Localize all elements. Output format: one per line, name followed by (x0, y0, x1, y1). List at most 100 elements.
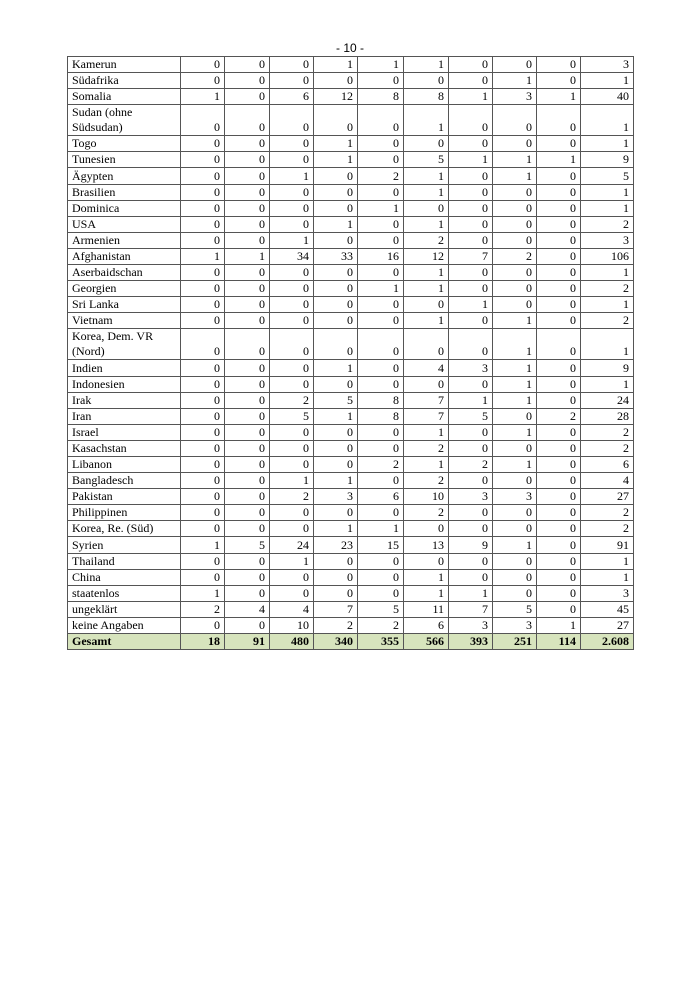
value-cell: 0 (269, 215, 314, 233)
value-cell: 0 (536, 552, 581, 570)
value-cell: 0 (224, 215, 270, 233)
value-cell: 0 (357, 312, 404, 330)
row-total-cell: 1 (580, 72, 634, 90)
value-cell: 4 (269, 600, 314, 618)
value-cell: 0 (180, 375, 225, 393)
table-row: Somalia 1 0 6 12 8 8 1 3 1 40 (67, 88, 634, 106)
country-cell: staatenlos (67, 584, 181, 602)
value-cell: 1 (536, 88, 581, 106)
value-cell: 0 (269, 328, 314, 361)
value-cell: 0 (357, 504, 404, 522)
value-cell: 1 (403, 568, 449, 586)
value-cell: 3 (448, 488, 493, 506)
table-row: Georgien 0 0 0 0 1 1 0 0 0 2 (67, 280, 634, 298)
table-row: staatenlos 1 0 0 0 0 1 1 0 0 3 (67, 584, 634, 602)
table-row: Armenien 0 0 1 0 0 2 0 0 0 3 (67, 231, 634, 249)
value-cell: 0 (448, 568, 493, 586)
value-cell: 0 (180, 472, 225, 490)
country-cell: Ägypten (67, 167, 181, 185)
value-cell: 0 (269, 584, 314, 602)
value-cell: 0 (448, 264, 493, 282)
country-cell: Indonesien (67, 375, 181, 393)
value-cell: 0 (492, 55, 537, 74)
value-cell: 0 (269, 55, 314, 74)
value-cell: 0 (224, 407, 270, 425)
value-cell: 1 (313, 407, 358, 425)
value-cell: 0 (269, 504, 314, 522)
value-cell: 5 (357, 600, 404, 618)
value-cell: 1 (269, 552, 314, 570)
row-total-cell: 1 (580, 264, 634, 282)
value-cell: 1 (224, 247, 270, 266)
value-cell: 0 (536, 488, 581, 506)
value-cell: 355 (357, 632, 404, 651)
row-total-cell: 1 (580, 183, 634, 201)
value-cell: 0 (403, 375, 449, 393)
value-cell: 1 (357, 520, 404, 538)
value-cell: 16 (357, 247, 404, 266)
value-cell: 0 (357, 104, 404, 137)
table-row: Togo 0 0 0 1 0 0 0 0 0 1 (67, 135, 634, 153)
value-cell: 0 (224, 520, 270, 538)
value-cell: 2 (313, 616, 358, 635)
value-cell: 0 (269, 568, 314, 586)
value-cell: 0 (536, 391, 581, 409)
value-cell: 0 (224, 391, 270, 409)
value-cell: 1 (448, 391, 493, 409)
value-cell: 0 (448, 375, 493, 393)
value-cell: 0 (224, 296, 270, 314)
country-cell: Südafrika (67, 72, 181, 90)
value-cell: 0 (536, 231, 581, 249)
value-cell: 0 (313, 375, 358, 393)
value-cell: 0 (536, 167, 581, 185)
value-cell: 0 (492, 568, 537, 586)
value-cell: 0 (269, 151, 314, 169)
value-cell: 0 (448, 215, 493, 233)
table-row: Korea, Dem. VR (Nord) 0 0 0 0 0 0 0 1 0 1 (67, 328, 634, 361)
value-cell: 0 (448, 520, 493, 538)
value-cell: 0 (180, 231, 225, 249)
row-total-cell: 1 (580, 568, 634, 586)
value-cell: 1 (357, 280, 404, 298)
row-total-cell: 2 (580, 280, 634, 298)
value-cell: 1 (180, 584, 225, 602)
value-cell: 0 (492, 407, 537, 425)
value-cell: 0 (180, 135, 225, 153)
table-row: Indonesien 0 0 0 0 0 0 0 1 0 1 (67, 375, 634, 393)
row-total-cell: 2 (580, 504, 634, 522)
value-cell: 0 (313, 296, 358, 314)
value-cell: 480 (269, 632, 314, 651)
value-cell: 12 (403, 247, 449, 266)
value-cell: 0 (403, 72, 449, 90)
value-cell: 1 (492, 455, 537, 474)
value-cell: 3 (492, 488, 537, 506)
value-cell: 6 (269, 88, 314, 106)
row-total-cell: 1 (580, 328, 634, 361)
value-cell: 0 (313, 552, 358, 570)
value-cell: 5 (269, 407, 314, 425)
value-cell: 1 (313, 135, 358, 153)
value-cell: 13 (403, 536, 449, 554)
table-row: Ägypten 0 0 1 0 2 1 0 1 0 5 (67, 167, 634, 185)
row-total-cell: 45 (580, 600, 634, 618)
value-cell: 0 (313, 231, 358, 249)
value-cell: 0 (536, 199, 581, 217)
value-cell: 0 (224, 183, 270, 201)
value-cell: 1 (403, 215, 449, 233)
value-cell: 2 (180, 600, 225, 618)
value-cell: 0 (448, 312, 493, 330)
value-cell: 0 (224, 472, 270, 490)
value-cell: 0 (357, 135, 404, 153)
value-cell: 1 (492, 423, 537, 441)
value-cell: 0 (313, 423, 358, 441)
value-cell: 1 (492, 391, 537, 409)
value-cell: 0 (536, 215, 581, 233)
row-total-cell: 1 (580, 199, 634, 217)
table-row: Sudan (ohne Südsudan) 0 0 0 0 0 1 0 0 0 1 (67, 104, 634, 137)
table-row: Libanon 0 0 0 0 2 1 2 1 0 6 (67, 455, 634, 474)
row-total-cell: 2 (580, 439, 634, 457)
value-cell: 1 (448, 296, 493, 314)
value-cell: 5 (224, 536, 270, 554)
value-cell: 0 (357, 264, 404, 282)
value-cell: 5 (403, 151, 449, 169)
